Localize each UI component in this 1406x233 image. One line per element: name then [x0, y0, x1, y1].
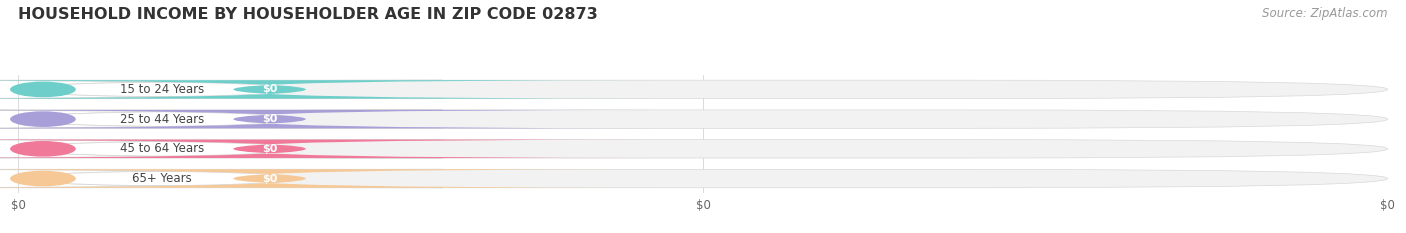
FancyBboxPatch shape — [0, 140, 658, 158]
Text: Source: ZipAtlas.com: Source: ZipAtlas.com — [1263, 7, 1388, 20]
FancyBboxPatch shape — [0, 80, 443, 99]
Ellipse shape — [10, 171, 76, 186]
FancyBboxPatch shape — [0, 169, 443, 188]
FancyBboxPatch shape — [18, 169, 1388, 188]
Text: 25 to 44 Years: 25 to 44 Years — [120, 113, 204, 126]
Text: HOUSEHOLD INCOME BY HOUSEHOLDER AGE IN ZIP CODE 02873: HOUSEHOLD INCOME BY HOUSEHOLDER AGE IN Z… — [18, 7, 598, 22]
FancyBboxPatch shape — [0, 80, 658, 99]
Text: $0: $0 — [262, 174, 277, 184]
FancyBboxPatch shape — [0, 110, 443, 128]
Text: 65+ Years: 65+ Years — [132, 172, 193, 185]
FancyBboxPatch shape — [18, 140, 1388, 158]
Text: $0: $0 — [262, 114, 277, 124]
Text: $0: $0 — [262, 84, 277, 94]
FancyBboxPatch shape — [18, 110, 1388, 128]
FancyBboxPatch shape — [0, 110, 658, 128]
Text: 45 to 64 Years: 45 to 64 Years — [120, 142, 204, 155]
FancyBboxPatch shape — [18, 80, 1388, 99]
FancyBboxPatch shape — [0, 169, 658, 188]
Text: 15 to 24 Years: 15 to 24 Years — [120, 83, 204, 96]
Text: $0: $0 — [262, 144, 277, 154]
Ellipse shape — [10, 141, 76, 157]
Ellipse shape — [10, 111, 76, 127]
Ellipse shape — [10, 82, 76, 97]
FancyBboxPatch shape — [0, 140, 443, 158]
